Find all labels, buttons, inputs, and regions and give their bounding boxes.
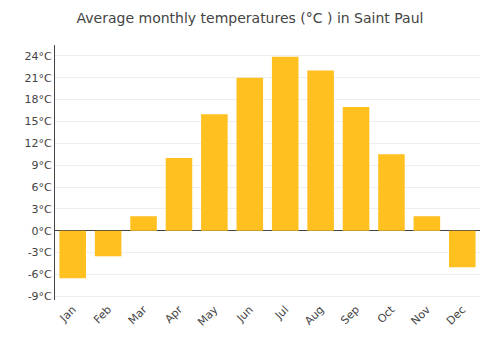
svg-text:15°C: 15°C [25,115,52,128]
svg-text:May: May [195,303,221,329]
svg-text:21°C: 21°C [25,72,52,85]
svg-text:Jun: Jun [234,303,256,325]
svg-text:24°C: 24°C [25,50,52,63]
svg-text:0°C: 0°C [32,225,52,238]
svg-text:Nov: Nov [409,303,434,328]
svg-text:3°C: 3°C [32,203,52,216]
svg-text:Sep: Sep [338,303,362,327]
svg-text:18°C: 18°C [25,93,52,106]
svg-text:Aug: Aug [302,303,326,327]
svg-text:9°C: 9°C [32,159,52,172]
svg-text:Feb: Feb [91,303,114,326]
svg-text:6°C: 6°C [32,181,52,194]
svg-text:Dec: Dec [444,303,468,327]
svg-text:Oct: Oct [375,303,398,326]
svg-text:Apr: Apr [162,303,185,326]
svg-text:-3°C: -3°C [28,246,52,259]
svg-text:12°C: 12°C [25,137,52,150]
svg-text:-6°C: -6°C [28,268,52,281]
svg-text:-9°C: -9°C [28,290,52,303]
svg-text:Jan: Jan [57,303,79,325]
svg-text:Mar: Mar [126,303,150,327]
svg-text:Average monthly temperatures (: Average monthly temperatures (°C ) in Sa… [77,10,424,26]
svg-text:Jul: Jul [272,303,291,322]
